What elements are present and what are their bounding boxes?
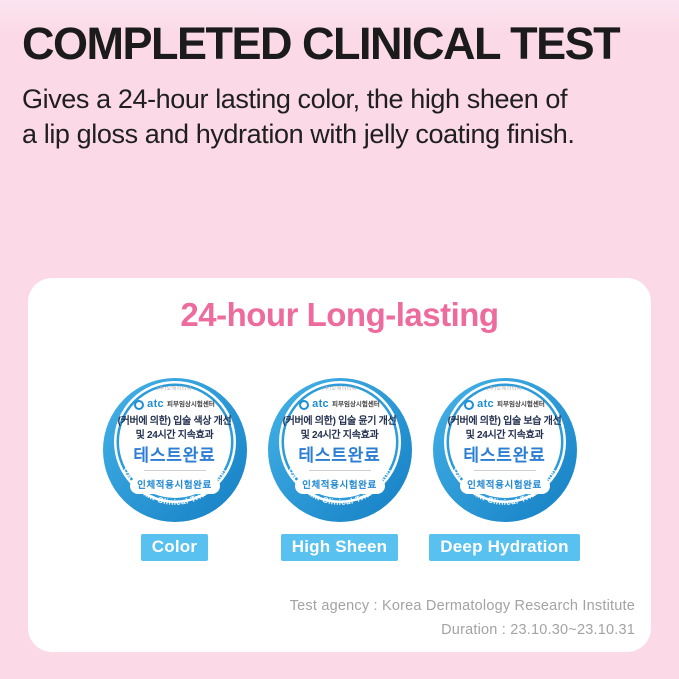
test-agency-line: Test agency : Korea Dermatology Research…: [289, 598, 635, 615]
label-deep-hydration: Deep Hydration: [429, 534, 580, 561]
clinical-test-card: 24-hour Long-lasting: [28, 278, 651, 652]
atc-logo-text: atc: [147, 398, 164, 411]
seal-microtext: (주)오에이티씨: [322, 386, 357, 392]
seal-claim-line2: 및 24시간 지속효과: [465, 430, 544, 441]
seal-claim-line2: 및 24시간 지속효과: [135, 430, 214, 441]
atc-ring-icon: [464, 399, 475, 410]
seal-pill-badge: 인체적용시험완료: [294, 478, 385, 494]
badge-column-deep-hydration: OATC Skin Clinical Trial Center (주)오에이티씨…: [429, 378, 580, 561]
label-color: Color: [140, 534, 209, 561]
card-title: 24-hour Long-lasting: [180, 296, 499, 333]
atc-logo: atc 피부임상시험센터: [115, 398, 235, 411]
test-info-footer: Test agency : Korea Dermatology Research…: [290, 595, 635, 643]
seal-content: (주)오에이티씨 atc 피부임상시험센터 (커버에 의한) 입술 색상 개선 …: [115, 386, 235, 471]
seal-pill-badge: 인체적용시험완료: [129, 478, 220, 494]
test-duration-line: Duration : 23.10.30~23.10.31: [441, 622, 635, 639]
label-high-sheen: High Sheen: [280, 534, 399, 561]
seal-content: (주)오에이티씨 atc 피부임상시험센터 (커버에 의한) 입술 윤기 개선 …: [280, 386, 400, 471]
clinical-seal-color: OATC Skin Clinical Trial Center (주)오에이티씨…: [102, 378, 247, 522]
page-title: COMPLETED CLINICAL TEST: [22, 18, 621, 69]
header-section: COMPLETED CLINICAL TEST Gives a 24-hour …: [0, 0, 679, 152]
subtitle-line2: a lip gloss and hydration with jelly coa…: [22, 119, 575, 150]
atc-logo-suffix: 피부임상시험센터: [496, 400, 545, 408]
seal-content: (주)오에이티씨 atc 피부임상시험센터 (커버에 의한) 입술 보습 개선 …: [445, 386, 565, 471]
seal-divider: [473, 469, 536, 471]
seal-claim-line2: 및 24시간 지속효과: [300, 430, 379, 441]
subtitle-line1: Gives a 24-hour lasting color, the high …: [22, 84, 568, 115]
clinical-seal-deep-hydration: OATC Skin Clinical Trial Center (주)오에이티씨…: [432, 378, 577, 522]
seal-claim-line1: (커버에 의한) 입술 보습 개선: [447, 416, 562, 427]
seal-microtext: (주)오에이티씨: [487, 386, 522, 392]
page-subtitle: Gives a 24-hour lasting color, the high …: [22, 82, 659, 152]
atc-logo-suffix: 피부임상시험센터: [166, 400, 215, 408]
atc-logo-text: atc: [312, 398, 329, 411]
badge-column-color: OATC Skin Clinical Trial Center (주)오에이티씨…: [102, 378, 247, 561]
atc-ring-icon: [134, 399, 145, 410]
atc-logo: atc 피부임상시험센터: [280, 398, 400, 411]
seal-claim-line1: (커버에 의한) 입술 색상 개선: [117, 416, 232, 427]
clinical-seal-high-sheen: OATC Skin Clinical Trial Center (주)오에이티씨…: [267, 378, 412, 522]
seal-result-text: 테스트완료: [463, 446, 546, 465]
seal-graphic-icon: OATC Skin Clinical Trial Center: [432, 378, 577, 522]
seal-divider: [308, 469, 371, 471]
seal-result-text: 테스트완료: [133, 446, 216, 465]
seal-result-text: 테스트완료: [298, 446, 381, 465]
seal-pill-badge: 인체적용시험완료: [459, 478, 550, 494]
atc-logo-suffix: 피부임상시험센터: [331, 400, 380, 408]
atc-ring-icon: [299, 399, 310, 410]
badge-column-high-sheen: OATC Skin Clinical Trial Center (주)오에이티씨…: [267, 378, 412, 561]
seal-claim-line1: (커버에 의한) 입술 윤기 개선: [282, 416, 397, 427]
seal-divider: [143, 469, 206, 471]
atc-logo-text: atc: [477, 398, 494, 411]
atc-logo: atc 피부임상시험센터: [445, 398, 565, 411]
seal-microtext: (주)오에이티씨: [157, 386, 192, 392]
badge-row: OATC Skin Clinical Trial Center (주)오에이티씨…: [28, 378, 651, 561]
